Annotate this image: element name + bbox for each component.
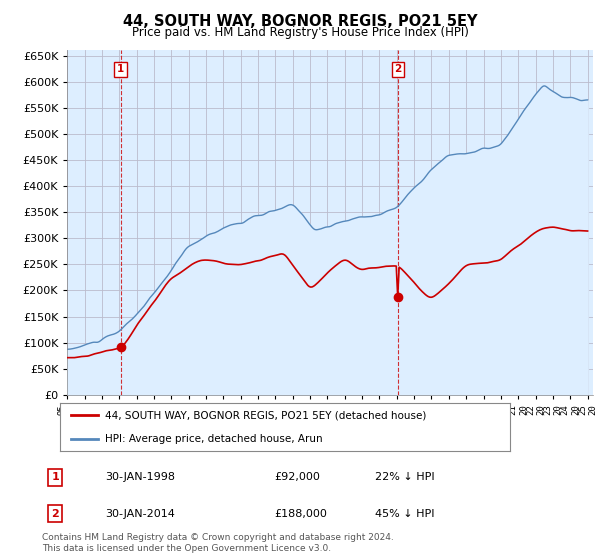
Text: 1: 1 [117, 64, 124, 74]
Text: Price paid vs. HM Land Registry's House Price Index (HPI): Price paid vs. HM Land Registry's House … [131, 26, 469, 39]
Text: £188,000: £188,000 [274, 508, 327, 519]
Text: HPI: Average price, detached house, Arun: HPI: Average price, detached house, Arun [105, 434, 323, 444]
Text: 30-JAN-1998: 30-JAN-1998 [106, 472, 175, 482]
Text: £92,000: £92,000 [274, 472, 320, 482]
Text: 45% ↓ HPI: 45% ↓ HPI [374, 508, 434, 519]
Text: 30-JAN-2014: 30-JAN-2014 [106, 508, 175, 519]
Text: 22% ↓ HPI: 22% ↓ HPI [374, 472, 434, 482]
Text: 2: 2 [52, 508, 59, 519]
Text: 2: 2 [395, 64, 402, 74]
Text: Contains HM Land Registry data © Crown copyright and database right 2024.
This d: Contains HM Land Registry data © Crown c… [42, 533, 394, 553]
Text: 1: 1 [52, 472, 59, 482]
Text: 44, SOUTH WAY, BOGNOR REGIS, PO21 5EY: 44, SOUTH WAY, BOGNOR REGIS, PO21 5EY [123, 14, 477, 29]
Text: 44, SOUTH WAY, BOGNOR REGIS, PO21 5EY (detached house): 44, SOUTH WAY, BOGNOR REGIS, PO21 5EY (d… [105, 410, 427, 420]
